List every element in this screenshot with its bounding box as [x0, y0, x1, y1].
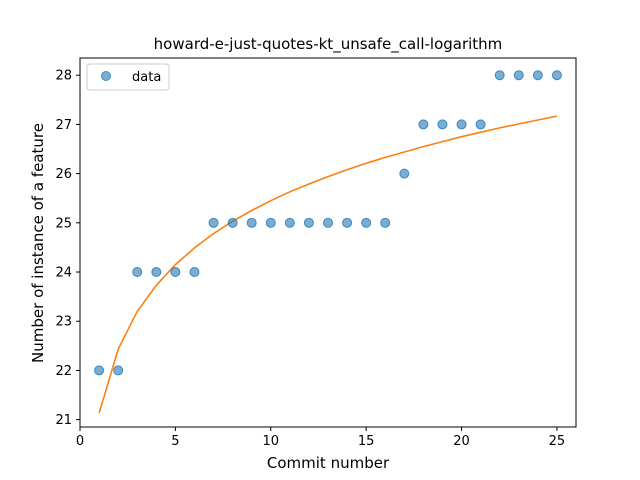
data-point: [361, 217, 372, 228]
legend-label-data: data: [132, 70, 161, 85]
y-tick-label: 26: [55, 167, 72, 182]
y-tick-label: 25: [55, 216, 72, 231]
x-axis: 0 5 10 15 20 25: [76, 427, 565, 449]
data-point: [456, 119, 467, 130]
x-tick-label: 20: [453, 434, 470, 449]
x-axis-label: Commit number: [267, 454, 390, 472]
data-point: [284, 217, 295, 228]
data-point: [380, 217, 391, 228]
y-tick-label: 21: [55, 413, 72, 428]
x-tick-label: 0: [76, 434, 84, 449]
data-point: [151, 267, 162, 278]
data-point: [418, 119, 429, 130]
data-point: [189, 267, 200, 278]
data-point: [94, 365, 105, 376]
x-tick-label: 10: [262, 434, 279, 449]
y-tick-label: 22: [55, 364, 72, 379]
data-point: [342, 217, 353, 228]
data-point: [551, 70, 562, 81]
data-point: [323, 217, 333, 228]
data-point: [399, 168, 410, 179]
data-point: [437, 119, 448, 130]
data-point: [227, 217, 238, 228]
data-point: [246, 217, 257, 228]
plot-area: [94, 70, 562, 414]
data-point: [208, 217, 219, 228]
data-point: [494, 70, 505, 81]
y-tick-label: 27: [55, 118, 72, 133]
data-point: [265, 217, 276, 228]
data-point: [513, 70, 524, 81]
y-axis-label: Number of instance of a feature: [29, 123, 47, 363]
data-point: [532, 70, 543, 81]
data-point: [303, 217, 314, 228]
chart-title: howard-e-just-quotes-kt_unsafe_call-loga…: [154, 35, 503, 54]
y-axis: 21 22 23 24 25 26 27 28: [55, 69, 80, 428]
data-point: [113, 365, 124, 376]
data-point: [170, 267, 181, 278]
data-point: [475, 119, 486, 130]
fit-line: [98, 115, 558, 414]
x-tick-label: 25: [549, 434, 566, 449]
axes-frame: [79, 57, 577, 428]
legend-box: [86, 63, 170, 91]
x-tick-label: 5: [171, 434, 179, 449]
y-tick-label: 28: [55, 69, 72, 84]
x-tick-label: 15: [358, 434, 375, 449]
data-point: [132, 267, 143, 278]
y-tick-label: 24: [55, 266, 72, 281]
legend-marker-data: [101, 71, 111, 81]
y-tick-label: 23: [55, 315, 72, 330]
legend: data: [86, 63, 170, 91]
